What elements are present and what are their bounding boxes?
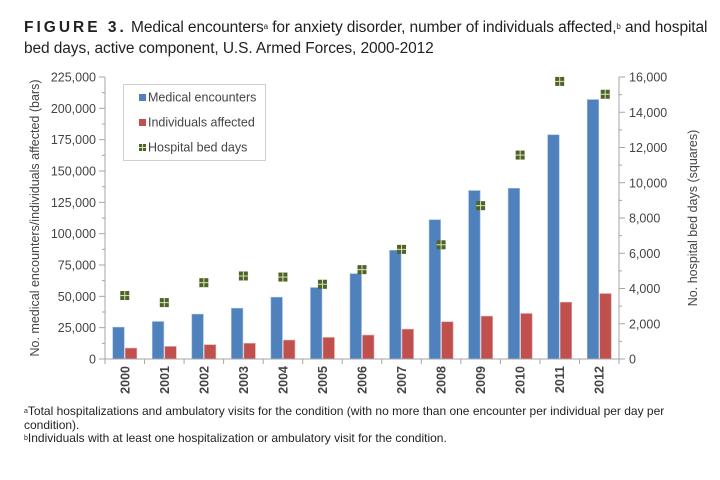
legend-swatch-individuals-affected: [139, 119, 146, 126]
medical-encounters-bar: [152, 321, 165, 360]
bed-days-square: [199, 278, 209, 288]
y2-tick-label: 14,000: [629, 106, 667, 120]
footnote-b: bIndividuals with at least one hospitali…: [24, 431, 714, 446]
bed-days-square: [238, 271, 248, 281]
legend-box: [123, 84, 266, 161]
legend-label: Hospital bed days: [148, 141, 247, 155]
bed-days-square: [159, 298, 169, 308]
figure-title: FIGURE 3. Medical encountersa for anxiet…: [24, 17, 714, 59]
y2-tick-label: 12,000: [629, 141, 667, 155]
medical-encounters-bar: [349, 273, 362, 360]
footnote-a-marker: a: [24, 408, 28, 415]
axes-group: 2000 2001 2002 2003 2004 2005 2006 2007 2008 2009…: [51, 71, 667, 394]
footnote-ref-b: b: [616, 22, 621, 31]
x-tick-label: 2009: [474, 366, 488, 394]
y-tick-label: 125,000: [51, 196, 96, 210]
x-tick-label: 2008: [435, 366, 449, 394]
bed-days-square: [317, 279, 327, 289]
y-tick-label: 225,000: [51, 71, 96, 85]
individuals-affected-bar: [322, 337, 335, 360]
y-tick-label: 0: [89, 353, 96, 367]
title-text-2: for anxiety disorder, number of individu…: [267, 19, 617, 36]
y2-axis-title: No. hospital bed days (squares): [686, 130, 700, 306]
y-tick-label: 25,000: [58, 321, 96, 335]
medical-encounters-bar: [507, 187, 520, 360]
bed-days-square: [436, 240, 446, 250]
y2-tick-label: 6,000: [629, 247, 660, 261]
y-tick-label: 200,000: [51, 102, 96, 116]
footnote-a-text: Total hospitalizations and ambulatory vi…: [24, 404, 665, 432]
individuals-affected-bar: [480, 315, 493, 360]
y2-tick-label: 0: [629, 353, 636, 367]
bars-group: [112, 99, 612, 360]
y2-tick-label: 16,000: [629, 71, 667, 85]
bed-days-square: [357, 265, 367, 275]
figure-label: FIGURE 3.: [24, 19, 127, 36]
bed-days-square: [515, 150, 525, 160]
individuals-affected-bar: [164, 346, 177, 360]
legend-label: Medical encounters: [148, 91, 256, 105]
y-tick-label: 150,000: [51, 165, 96, 179]
bed-days-square: [120, 291, 130, 301]
legend-swatch-medical-encounters: [139, 94, 146, 101]
y2-tick-label: 8,000: [629, 212, 660, 226]
x-tick-label: 2005: [316, 366, 330, 394]
x-tick-label: 2012: [593, 366, 607, 394]
footnote-b-marker: b: [24, 435, 28, 442]
x-tick-label: 2000: [118, 366, 132, 394]
bed-days-markers: [120, 76, 610, 308]
footnote-a: aTotal hospitalizations and ambulatory v…: [24, 404, 714, 432]
medical-encounters-bar: [270, 296, 283, 360]
bed-days-square: [397, 244, 407, 254]
individuals-affected-bar: [243, 343, 256, 360]
title-text-1: Medical encounters: [131, 19, 264, 36]
y-tick-label: 75,000: [58, 259, 96, 273]
medical-encounters-bar: [547, 134, 560, 360]
medical-encounters-bar: [468, 190, 481, 360]
title-text-3: and hospital bed days, active component,…: [24, 19, 708, 57]
x-tick-label: 2011: [553, 366, 567, 393]
y-tick-label: 50,000: [58, 290, 96, 304]
x-tick-label: 2001: [158, 366, 172, 394]
footnotes: aTotal hospitalizations and ambulatory v…: [24, 404, 714, 446]
medical-encounters-bar: [586, 99, 600, 360]
y2-tick-label: 10,000: [629, 176, 667, 190]
x-tick-label: 2004: [276, 366, 290, 394]
bed-days-square: [600, 89, 610, 99]
individuals-affected-bar: [124, 347, 138, 360]
bed-days-square: [555, 76, 565, 86]
legend-label: Individuals affected: [148, 116, 255, 130]
individuals-affected-bar: [401, 328, 414, 360]
legend-swatch-hospital-bed-days: [139, 144, 146, 151]
x-tick-label: 2007: [395, 366, 409, 394]
individuals-affected-bar: [441, 321, 454, 360]
individuals-affected-bar: [362, 334, 375, 360]
footnote-ref-a: a: [263, 22, 268, 31]
x-tick-label: 2002: [197, 366, 211, 394]
x-tick-label: 2010: [514, 366, 528, 394]
individuals-affected-bar: [520, 313, 533, 360]
y-tick-label: 175,000: [51, 133, 96, 147]
medical-encounters-bar: [310, 287, 323, 360]
medical-encounters-bar: [389, 250, 402, 360]
individuals-affected-bar: [599, 293, 612, 360]
chart: 2000 2001 2002 2003 2004 2005 2006 2007 2008 2009…: [28, 71, 700, 394]
medical-encounters-bar: [231, 307, 244, 360]
legend: Medical encounters Individuals affected Ho…: [123, 84, 266, 161]
individuals-affected-bar: [559, 301, 572, 360]
footnote-b-text: Individuals with at least one hospitaliz…: [27, 431, 447, 445]
y2-tick-label: 2,000: [629, 317, 660, 331]
x-tick-label: 2003: [237, 366, 251, 394]
y-tick-label: 100,000: [51, 227, 96, 241]
medical-encounters-bar: [191, 313, 204, 360]
bed-days-square: [476, 201, 486, 211]
individuals-affected-bar: [283, 339, 296, 360]
medical-encounters-bar: [112, 326, 125, 360]
y-axis-title: No. medical encounters/individuals affec…: [28, 80, 42, 357]
y2-tick-label: 4,000: [629, 282, 660, 296]
x-tick-label: 2006: [356, 366, 370, 394]
individuals-affected-bar: [204, 344, 217, 360]
bed-days-square: [278, 272, 288, 282]
